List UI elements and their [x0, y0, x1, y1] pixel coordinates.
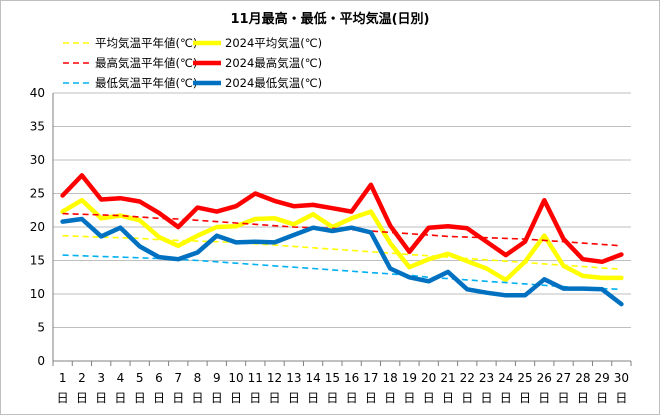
x-tick-label-5: 5 [136, 371, 144, 385]
x-tick-label-25: 25 [517, 371, 532, 385]
series-line-2 [62, 212, 622, 247]
x-tick-label-13: 13 [286, 371, 301, 385]
legend-label-5: 2024最低気温(℃) [225, 76, 322, 90]
x-tick-suffix: 日 [558, 391, 570, 405]
x-tick-suffix: 日 [230, 391, 242, 405]
x-tick-suffix: 日 [365, 391, 377, 405]
legend-label-1: 2024平均気温(℃) [225, 36, 322, 50]
x-tick-label-12: 12 [267, 371, 282, 385]
x-tick-label-17: 17 [363, 371, 378, 385]
x-tick-label-26: 26 [537, 371, 552, 385]
x-tick-label-24: 24 [498, 371, 513, 385]
x-tick-label-20: 20 [421, 371, 436, 385]
x-tick-suffix: 日 [596, 391, 608, 405]
x-tick-suffix: 日 [423, 391, 435, 405]
x-tick-label-28: 28 [575, 371, 590, 385]
x-tick-label-30: 30 [614, 371, 629, 385]
gridlines [53, 92, 631, 362]
x-tick-suffix: 日 [153, 391, 165, 405]
y-tick-label: 30 [30, 153, 45, 167]
y-tick-label: 15 [30, 254, 45, 268]
x-tick-suffix: 日 [403, 391, 415, 405]
series-line-1 [60, 197, 624, 283]
x-tick-suffix: 日 [615, 391, 627, 405]
x-tick-suffix: 日 [57, 391, 69, 405]
x-tick-label-4: 4 [117, 371, 125, 385]
x-tick-label-10: 10 [228, 371, 243, 385]
x-axis-ticks: 1日2日3日4日5日6日7日8日9日10日11日12日13日14日15日16日1… [52, 361, 632, 405]
y-tick-label: 35 [30, 120, 45, 134]
y-axis-ticks: 0 5 10 15 20 25 30 35 40 [30, 86, 45, 368]
x-tick-suffix: 日 [191, 391, 203, 405]
legend-label-4: 最低気温平年値(℃) [95, 76, 197, 90]
x-tick-label-18: 18 [383, 371, 398, 385]
x-tick-label-9: 9 [213, 371, 221, 385]
series-lines [60, 173, 624, 307]
x-tick-label-11: 11 [248, 371, 263, 385]
x-tick-suffix: 日 [326, 391, 338, 405]
legend-label-0: 平均気温平年値(℃) [95, 36, 197, 50]
x-tick-suffix: 日 [461, 391, 473, 405]
series-line-3 [60, 173, 624, 265]
x-tick-label-8: 8 [194, 371, 202, 385]
legend-label-3: 2024最高気温(℃) [225, 56, 322, 70]
x-tick-suffix: 日 [211, 391, 223, 405]
y-tick-label: 0 [37, 354, 45, 368]
x-tick-suffix: 日 [269, 391, 281, 405]
x-tick-label-21: 21 [440, 371, 455, 385]
x-tick-suffix: 日 [346, 391, 358, 405]
x-tick-label-6: 6 [155, 371, 163, 385]
x-tick-label-22: 22 [460, 371, 475, 385]
x-tick-suffix: 日 [307, 391, 319, 405]
x-tick-suffix: 日 [577, 391, 589, 405]
series-line-0 [62, 234, 622, 270]
x-tick-label-15: 15 [325, 371, 340, 385]
x-tick-suffix: 日 [480, 391, 492, 405]
y-tick-label: 5 [37, 321, 45, 335]
x-tick-suffix: 日 [500, 391, 512, 405]
x-tick-label-16: 16 [344, 371, 359, 385]
x-tick-suffix: 日 [288, 391, 300, 405]
y-tick-label: 10 [30, 287, 45, 301]
chart-title: 11月最高・最低・平均気温(日別) [231, 11, 430, 27]
x-tick-suffix: 日 [384, 391, 396, 405]
x-tick-suffix: 日 [519, 391, 531, 405]
x-tick-label-2: 2 [78, 371, 86, 385]
x-tick-label-27: 27 [556, 371, 571, 385]
x-tick-label-19: 19 [402, 371, 417, 385]
x-tick-suffix: 日 [114, 391, 126, 405]
legend-label-2: 最高気温平年値(℃) [95, 56, 197, 70]
y-tick-label: 20 [30, 220, 45, 234]
x-tick-label-1: 1 [59, 371, 67, 385]
x-tick-suffix: 日 [134, 391, 146, 405]
x-tick-suffix: 日 [538, 391, 550, 405]
y-tick-label: 25 [30, 187, 45, 201]
x-tick-label-29: 29 [594, 371, 609, 385]
x-tick-label-7: 7 [174, 371, 182, 385]
x-tick-suffix: 日 [249, 391, 261, 405]
x-tick-label-14: 14 [305, 371, 320, 385]
series-line-4 [62, 254, 622, 291]
x-tick-label-3: 3 [97, 371, 105, 385]
legend: 平均気温平年値(℃) 2024平均気温(℃) 最高気温平年値(℃) 2024最高気温(… [63, 36, 322, 90]
x-tick-suffix: 日 [95, 391, 107, 405]
series-line-5 [60, 216, 624, 307]
x-tick-label-23: 23 [479, 371, 494, 385]
x-tick-suffix: 日 [172, 391, 184, 405]
y-tick-label: 40 [30, 86, 45, 100]
x-tick-suffix: 日 [76, 391, 88, 405]
x-tick-suffix: 日 [442, 391, 454, 405]
